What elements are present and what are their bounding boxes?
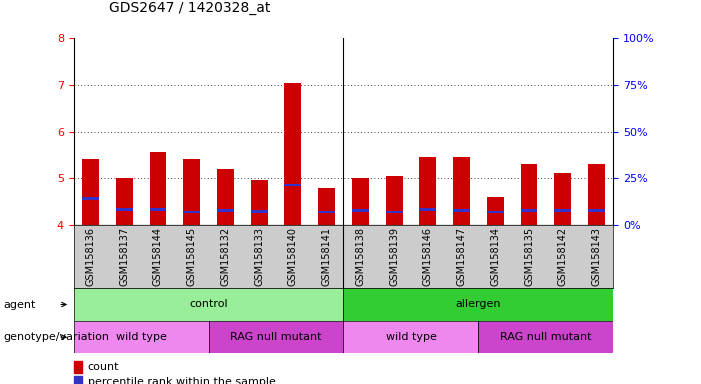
Text: GSM158146: GSM158146 [423,227,433,286]
Bar [217,209,234,212]
Bar [74,361,83,372]
Text: GSM158133: GSM158133 [254,227,264,286]
Bar [183,159,200,225]
Bar [588,164,605,225]
Bar [116,178,132,225]
Bar [419,209,436,211]
Text: RAG null mutant: RAG null mutant [230,332,322,342]
Bar [386,211,402,214]
Bar [487,197,504,225]
Bar [419,157,436,225]
Bar [285,83,301,225]
Text: GSM158144: GSM158144 [153,227,163,286]
Bar [554,174,571,225]
Bar [251,210,268,213]
Text: RAG null mutant: RAG null mutant [500,332,592,342]
Text: wild type: wild type [116,332,167,342]
Text: GSM158137: GSM158137 [119,227,129,286]
Text: count: count [88,362,119,372]
Text: GSM158138: GSM158138 [355,227,365,286]
Bar [285,184,301,186]
Text: GSM158147: GSM158147 [456,227,467,286]
Text: agent: agent [4,300,36,310]
Text: genotype/variation: genotype/variation [4,332,109,342]
Bar [521,209,538,212]
Text: percentile rank within the sample: percentile rank within the sample [88,377,275,384]
Bar [386,176,402,225]
Text: wild type: wild type [386,332,437,342]
Text: GDS2647 / 1420328_at: GDS2647 / 1420328_at [109,2,270,15]
Bar [251,180,268,225]
Bar [352,209,369,212]
Text: allergen: allergen [456,299,501,310]
Bar [183,211,200,214]
Bar [149,152,166,225]
Bar [318,211,335,214]
Bar [487,211,504,214]
Bar [453,209,470,212]
Text: GSM158136: GSM158136 [86,227,95,286]
Text: GSM158142: GSM158142 [558,227,568,286]
Text: GSM158145: GSM158145 [186,227,197,286]
Bar [74,321,209,353]
Bar [82,159,99,225]
Bar [318,188,335,225]
Bar [352,178,369,225]
Text: GSM158135: GSM158135 [524,227,534,286]
Text: GSM158139: GSM158139 [389,227,399,286]
Bar [74,288,343,321]
Bar [217,169,234,225]
Text: GSM158132: GSM158132 [220,227,231,286]
Bar [343,288,613,321]
Text: GSM158143: GSM158143 [592,227,601,286]
Bar [82,197,99,200]
Bar [74,376,83,384]
Text: control: control [189,299,228,310]
Bar [554,209,571,212]
Bar [478,321,613,353]
Bar [343,321,478,353]
Bar [453,157,470,225]
Text: GSM158134: GSM158134 [490,227,501,286]
Bar [149,209,166,211]
Bar [209,321,343,353]
Text: GSM158140: GSM158140 [288,227,298,286]
Text: GSM158141: GSM158141 [322,227,332,286]
Bar [116,209,132,211]
Bar [521,164,538,225]
Bar [588,209,605,212]
